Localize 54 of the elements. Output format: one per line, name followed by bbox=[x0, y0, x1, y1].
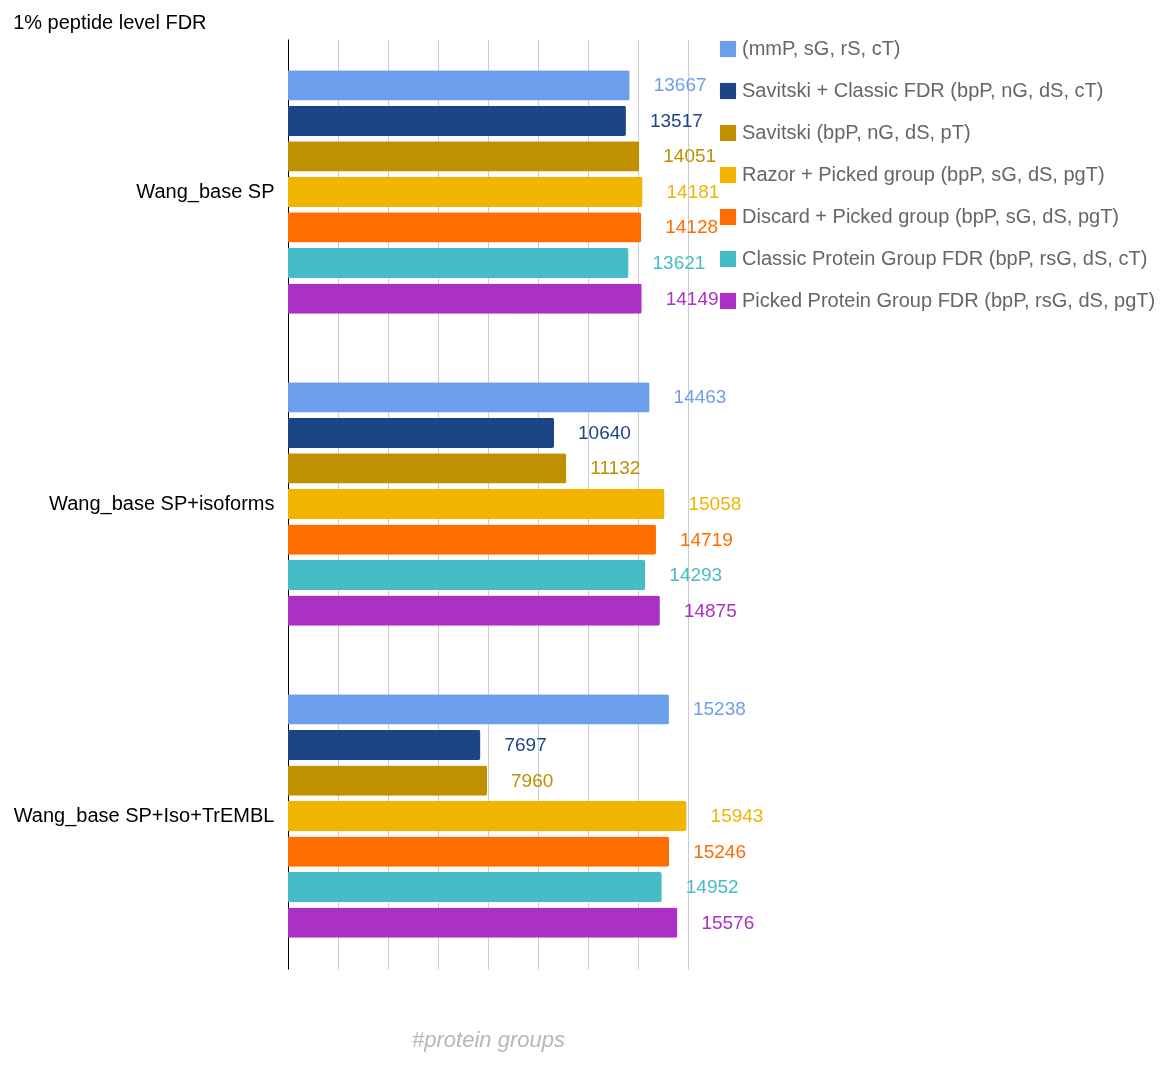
data-label: 7960 bbox=[511, 769, 554, 791]
legend-label: Razor + Picked group (bpP, sG, dS, pgT) bbox=[742, 163, 1105, 185]
bar bbox=[288, 417, 554, 449]
bar bbox=[288, 488, 665, 520]
data-label: 13517 bbox=[649, 109, 703, 131]
data-label: 14952 bbox=[685, 876, 739, 898]
bar bbox=[288, 907, 678, 938]
data-label: 13667 bbox=[653, 74, 707, 96]
legend-label: (mmP, sG, rS, cT) bbox=[742, 37, 901, 59]
y-tick-label: Wang_base SP bbox=[136, 179, 275, 203]
legend-label: Savitski + Classic FDR (bpP, nG, dS, cT) bbox=[742, 79, 1104, 101]
data-label: 14181 bbox=[666, 180, 720, 202]
bar bbox=[288, 765, 487, 796]
bar bbox=[288, 800, 687, 832]
data-label: 13621 bbox=[652, 251, 706, 273]
bar bbox=[288, 382, 650, 413]
text: 1% peptide level FDR bbox=[13, 11, 207, 33]
data-label: 14149 bbox=[665, 287, 719, 309]
y-tick-label: Wang_base SP+isoforms bbox=[49, 492, 275, 515]
data-label: 15058 bbox=[688, 493, 742, 514]
data-label: 14463 bbox=[673, 386, 727, 408]
bar bbox=[288, 212, 642, 243]
y-tick-label: Wang_base SP+Iso+TrEMBL bbox=[13, 804, 275, 828]
bar bbox=[288, 595, 660, 626]
legend-label: Discard + Picked group (bpP, sG, dS, pgT) bbox=[742, 205, 1120, 227]
data-label: 10640 bbox=[578, 421, 631, 443]
bar bbox=[288, 105, 626, 136]
data-label: 15576 bbox=[701, 911, 755, 933]
legend-label: Savitski (bpP, nG, dS, pT) bbox=[742, 121, 971, 143]
bar bbox=[288, 141, 640, 172]
data-label: 14051 bbox=[663, 145, 717, 167]
data-label: 14293 bbox=[669, 564, 723, 586]
bar bbox=[288, 70, 630, 101]
data-label: 14875 bbox=[683, 599, 737, 621]
data-label: 14128 bbox=[665, 216, 719, 238]
x-axis-title: #protein groups bbox=[412, 1026, 565, 1052]
bar bbox=[288, 453, 567, 484]
data-label: 14719 bbox=[679, 528, 733, 550]
bar bbox=[288, 176, 643, 208]
legend-label: Picked Protein Group FDR (bpP, rsG, dS, pgT) bbox=[742, 289, 1156, 311]
data-label: 15943 bbox=[710, 805, 764, 827]
bar bbox=[288, 524, 656, 555]
bar bbox=[288, 872, 662, 903]
bar bbox=[288, 283, 642, 314]
bar bbox=[288, 729, 481, 761]
data-label: 15238 bbox=[692, 698, 746, 720]
data-label: 15246 bbox=[693, 840, 746, 862]
legend-label: Classic Protein Group FDR (bpP, rsG, dS, cT) bbox=[742, 247, 1148, 269]
data-label: 7697 bbox=[504, 734, 547, 756]
bar bbox=[288, 247, 629, 279]
bar bbox=[288, 694, 669, 725]
data-label: 11132 bbox=[590, 457, 641, 479]
bar bbox=[288, 836, 670, 867]
bar bbox=[288, 559, 646, 591]
